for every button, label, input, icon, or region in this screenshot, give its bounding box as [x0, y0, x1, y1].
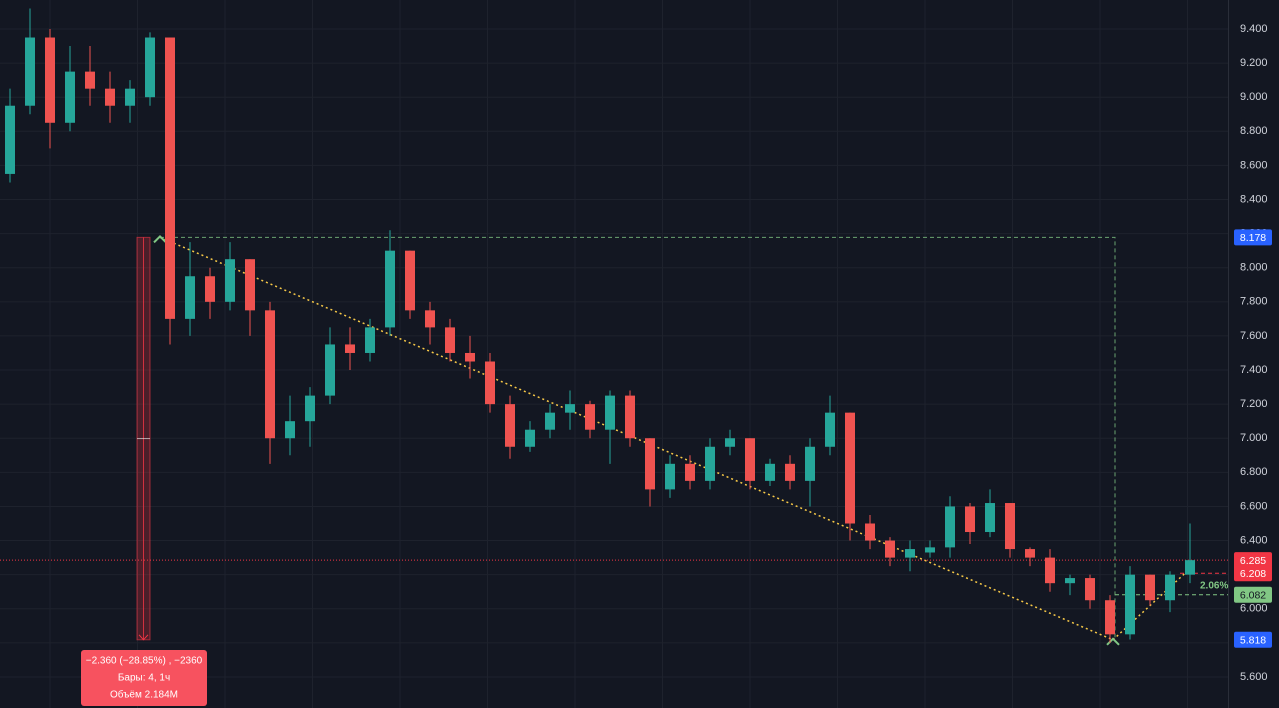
y-tick-label: 7.000: [1240, 432, 1268, 444]
y-tick-label: 7.800: [1240, 296, 1268, 308]
candle-body: [725, 438, 735, 447]
y-tick-label: 9.400: [1240, 23, 1268, 35]
y-tick-label: 7.600: [1240, 330, 1268, 342]
price-badge: [1234, 565, 1272, 582]
y-tick-label: 7.200: [1240, 398, 1268, 410]
candle-body: [505, 404, 515, 447]
candle-body: [365, 327, 375, 353]
candle-body: [645, 438, 655, 490]
candle-body: [1085, 578, 1095, 601]
candle-body: [225, 259, 235, 302]
price-badge-label: 5.818: [1240, 635, 1266, 647]
measure-text: Объём 2.184M: [110, 689, 178, 701]
candle-body: [805, 446, 815, 481]
candle-body: [465, 352, 475, 362]
y-tick-label: 8.400: [1240, 193, 1268, 205]
candle-body: [405, 250, 415, 311]
price-badge: [1234, 229, 1272, 246]
candle-body: [785, 463, 795, 481]
candle-body: [5, 105, 15, 174]
candle-body: [605, 395, 615, 430]
candle-body: [745, 438, 755, 481]
candle-body: [285, 421, 295, 439]
candle-body: [1125, 574, 1135, 635]
candle-body: [945, 506, 955, 548]
marker: [153, 234, 167, 244]
range-arrow: [138, 634, 149, 641]
y-tick-label: 6.400: [1240, 534, 1268, 546]
candle-body: [685, 463, 695, 481]
y-tick-label: 6.600: [1240, 500, 1268, 512]
candle-body: [565, 404, 575, 413]
candle-body: [485, 361, 495, 405]
candle-body: [765, 463, 775, 481]
y-tick-label: 6.800: [1240, 466, 1268, 478]
candle-body: [1105, 600, 1115, 635]
candle-body: [585, 404, 595, 430]
candle-body: [825, 412, 835, 447]
candle-body: [1145, 574, 1155, 601]
candle-body: [445, 327, 455, 353]
y-tick-label: 9.200: [1240, 57, 1268, 69]
candle-body: [25, 37, 35, 106]
y-tick-label: 7.400: [1240, 364, 1268, 376]
candle-body: [705, 446, 715, 481]
candle-body: [1185, 560, 1195, 575]
candle-body: [965, 506, 975, 533]
measure-text: Бары: 4, 1ч: [118, 673, 170, 684]
candle-body: [105, 88, 115, 106]
measure-text: −2.360 (−28.85%) , −2360: [86, 656, 203, 667]
marker: [1106, 637, 1120, 646]
candle-body: [545, 412, 555, 430]
candle-body: [345, 344, 355, 353]
y-tick-label: 9.000: [1240, 91, 1268, 103]
candle-body: [865, 523, 875, 541]
price-badge-label: 6.285: [1240, 555, 1266, 567]
candle-body: [265, 310, 275, 439]
price-badge-label: 8.178: [1240, 232, 1266, 244]
y-tick-label: 8.000: [1240, 262, 1268, 274]
candle-body: [145, 37, 155, 98]
candle-body: [1165, 574, 1175, 601]
candle-body: [985, 503, 995, 533]
candle-body: [245, 259, 255, 311]
price-badge-label: 6.082: [1240, 590, 1266, 602]
candle-body: [525, 429, 535, 447]
measure-box: [81, 650, 207, 706]
candle-body: [65, 71, 75, 123]
candle-body: [125, 88, 135, 106]
y-tick-label: 6.000: [1240, 603, 1268, 615]
y-tick-label: 5.600: [1240, 671, 1268, 683]
candle-body: [625, 395, 635, 439]
candle-body: [425, 310, 435, 328]
candle-body: [85, 71, 95, 89]
y-tick-label: 8.600: [1240, 159, 1268, 171]
candle-body: [325, 344, 335, 396]
box-outline: [160, 236, 1116, 640]
price-badge: [1234, 586, 1272, 603]
candle-body: [305, 395, 315, 422]
candle-body: [665, 463, 675, 490]
candle-body: [385, 250, 395, 328]
candle-body: [905, 549, 915, 558]
candle-body: [885, 540, 895, 558]
candle-body: [1065, 578, 1075, 584]
candle-body: [1005, 503, 1015, 550]
candle-body: [1025, 549, 1035, 558]
price-badge: [1234, 552, 1272, 569]
candle-body: [845, 412, 855, 524]
price-badge-label: 6.208: [1240, 568, 1266, 580]
candle-body: [925, 547, 935, 553]
percent-label: 2.06%: [1200, 581, 1228, 592]
price-badge: [1234, 631, 1272, 648]
candle-body: [165, 37, 175, 319]
candle-body: [45, 37, 55, 123]
candle-body: [205, 276, 215, 302]
candle-body: [185, 276, 195, 319]
candle-body: [1045, 557, 1055, 584]
y-tick-label: 8.800: [1240, 125, 1268, 137]
